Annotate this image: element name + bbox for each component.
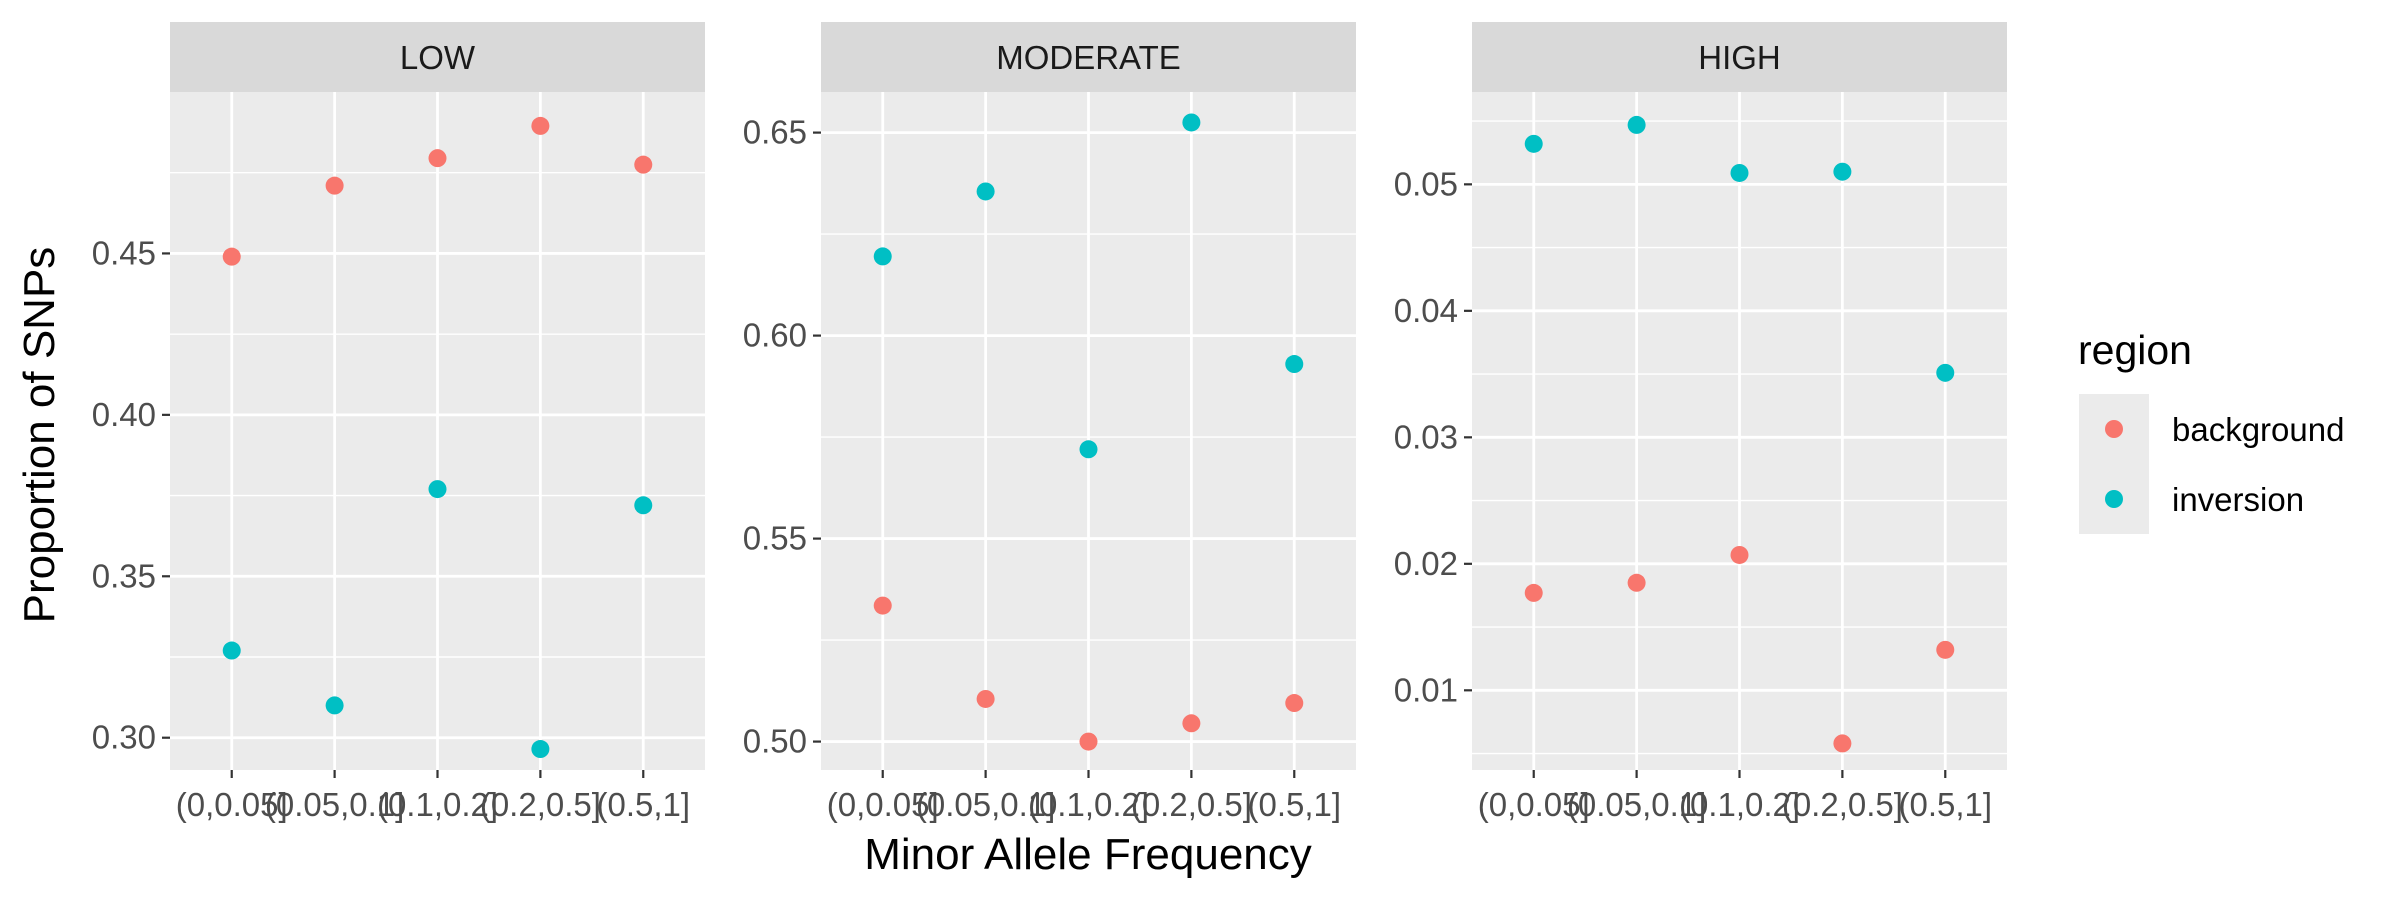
data-point-inversion [1627, 115, 1646, 134]
x-tick-label: (0.05,0.1] [916, 786, 1055, 823]
data-point-inversion [1730, 163, 1749, 182]
data-point-background [428, 149, 447, 168]
y-tick-label: 0.60 [743, 317, 807, 354]
data-point-inversion [531, 740, 550, 759]
legend-label: inversion [2172, 481, 2304, 518]
x-tick-label: (0,0.05] [1478, 786, 1590, 823]
data-point-background [1627, 573, 1646, 592]
y-tick-label: 0.05 [1394, 165, 1458, 202]
facet-panel: LOW0.300.350.400.45(0,0.05](0.05,0.1](0.… [92, 22, 705, 823]
data-point-background [634, 155, 653, 174]
x-axis-title: Minor Allele Frequency [864, 830, 1312, 879]
y-tick-label: 0.55 [743, 520, 807, 557]
x-tick-label: (0.5,1] [1247, 786, 1341, 823]
data-point-inversion [1524, 134, 1543, 153]
facet-strip-label: MODERATE [996, 39, 1181, 76]
facet-panel: HIGH 0.01 0.02 0.03 0.04 0.05 (0,0.05](0.05,0.… [1394, 22, 2007, 823]
x-tick-label: (0.5,1] [596, 786, 690, 823]
x-tick-label: (0.5,1] [1898, 786, 1992, 823]
y-tick-label: 0.03 [1394, 418, 1458, 455]
facet-strip-label: LOW [400, 39, 476, 76]
y-tick-label: 0.02 [1394, 545, 1458, 582]
x-tick-label: (0.2,0.5] [1782, 786, 1903, 823]
data-point-background [1730, 545, 1749, 564]
data-point-inversion [1833, 162, 1852, 181]
data-point-inversion [976, 182, 995, 201]
legend-key-point [2105, 490, 2123, 508]
y-tick-label: 0.04 [1394, 292, 1458, 329]
data-point-background [1833, 734, 1852, 753]
y-tick-label: 0.35 [92, 557, 156, 594]
y-tick-label: 0.50 [743, 723, 807, 760]
data-point-background [1182, 714, 1201, 733]
x-tick-label: (0.1,0.2] [377, 786, 498, 823]
data-point-background [1524, 583, 1543, 602]
facet-strip [1472, 22, 2007, 92]
data-point-background [222, 247, 241, 266]
data-point-inversion [873, 247, 892, 266]
y-tick-label: 0.01 [1394, 671, 1458, 708]
facet-strip [170, 22, 705, 92]
x-tick-label: (0,0.05] [827, 786, 939, 823]
legend: region background inversion [2078, 327, 2344, 534]
data-point-inversion [1079, 440, 1098, 459]
data-point-inversion [325, 696, 344, 715]
data-point-background [1079, 732, 1098, 751]
facet-strip-label: HIGH [1698, 39, 1781, 76]
x-tick-label: (0.2,0.5] [1131, 786, 1252, 823]
facet-strip [821, 22, 1356, 92]
data-point-inversion [222, 641, 241, 660]
legend-key-point [2105, 420, 2123, 438]
data-point-background [1936, 640, 1955, 659]
y-tick-label: 0.30 [92, 719, 156, 756]
legend-title: region [2078, 327, 2192, 373]
x-tick-label: (0.1,0.2] [1679, 786, 1800, 823]
data-point-inversion [428, 480, 447, 499]
data-point-inversion [1182, 113, 1201, 132]
data-point-inversion [634, 496, 653, 515]
legend-label: background [2172, 411, 2344, 448]
x-tick-label: (0.05,0.1] [265, 786, 404, 823]
data-point-background [1285, 694, 1304, 713]
data-point-inversion [1936, 363, 1955, 382]
x-tick-label: (0,0.05] [176, 786, 288, 823]
y-tick-label: 0.45 [92, 234, 156, 271]
data-point-background [976, 689, 995, 708]
y-tick-label: 0.40 [92, 396, 156, 433]
data-point-background [531, 116, 550, 135]
facet-panel: MODERATE 0.50 0.55 0.60 0.65 (0,0.05](0.05,0.… [743, 22, 1356, 823]
x-tick-label: (0.1,0.2] [1028, 786, 1149, 823]
data-point-background [325, 176, 344, 195]
y-axis-title: Proportion of SNPs [15, 247, 64, 624]
x-tick-label: (0.05,0.1] [1567, 786, 1706, 823]
y-tick-label: 0.65 [743, 114, 807, 151]
facet-panels: LOW0.300.350.400.45(0,0.05](0.05,0.1](0.… [92, 22, 2007, 823]
x-tick-label: (0.2,0.5] [480, 786, 601, 823]
data-point-inversion [1285, 355, 1304, 374]
data-point-background [873, 596, 892, 615]
